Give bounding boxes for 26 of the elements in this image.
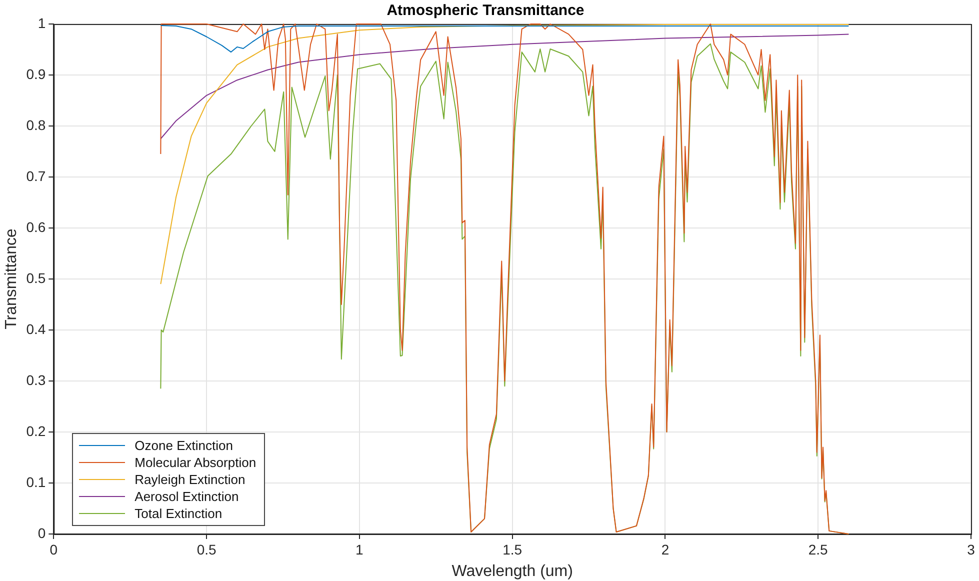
y-tick-label: 0 bbox=[38, 524, 46, 541]
legend-label: Aerosol Extinction bbox=[134, 489, 239, 504]
x-tick-label: 1 bbox=[356, 541, 364, 558]
x-axis-title: Wavelength (um) bbox=[452, 562, 573, 580]
x-tick-label: 2.5 bbox=[808, 541, 828, 558]
y-tick-label: 0.1 bbox=[26, 474, 46, 490]
y-tick-label: 0.4 bbox=[26, 320, 46, 337]
y-tick-label: 0.6 bbox=[26, 218, 46, 235]
legend-label: Ozone Extinction bbox=[134, 438, 233, 453]
x-tick-label: 0.5 bbox=[196, 541, 216, 558]
legend-label: Total Extinction bbox=[134, 506, 222, 521]
x-tick-label: 3 bbox=[967, 541, 976, 558]
x-tick-label: 2 bbox=[661, 541, 670, 558]
legend-label: Rayleigh Extinction bbox=[134, 472, 246, 487]
y-tick-label: 1 bbox=[38, 14, 46, 31]
y-axis-title: Transmittance bbox=[3, 228, 20, 330]
y-tick-label: 0.3 bbox=[26, 372, 46, 388]
chart-title: Atmospheric Transmittance bbox=[386, 2, 584, 20]
y-tick-label: 0.5 bbox=[26, 270, 46, 286]
x-tick-label: 0 bbox=[50, 541, 58, 558]
y-tick-label: 0.2 bbox=[26, 422, 46, 439]
y-tick-label: 0.7 bbox=[26, 168, 46, 184]
x-tick-label: 1.5 bbox=[502, 541, 522, 558]
y-tick-label: 0.9 bbox=[26, 66, 46, 82]
y-tick-label: 0.8 bbox=[26, 116, 46, 133]
legend-label: Molecular Absorption bbox=[134, 455, 256, 470]
